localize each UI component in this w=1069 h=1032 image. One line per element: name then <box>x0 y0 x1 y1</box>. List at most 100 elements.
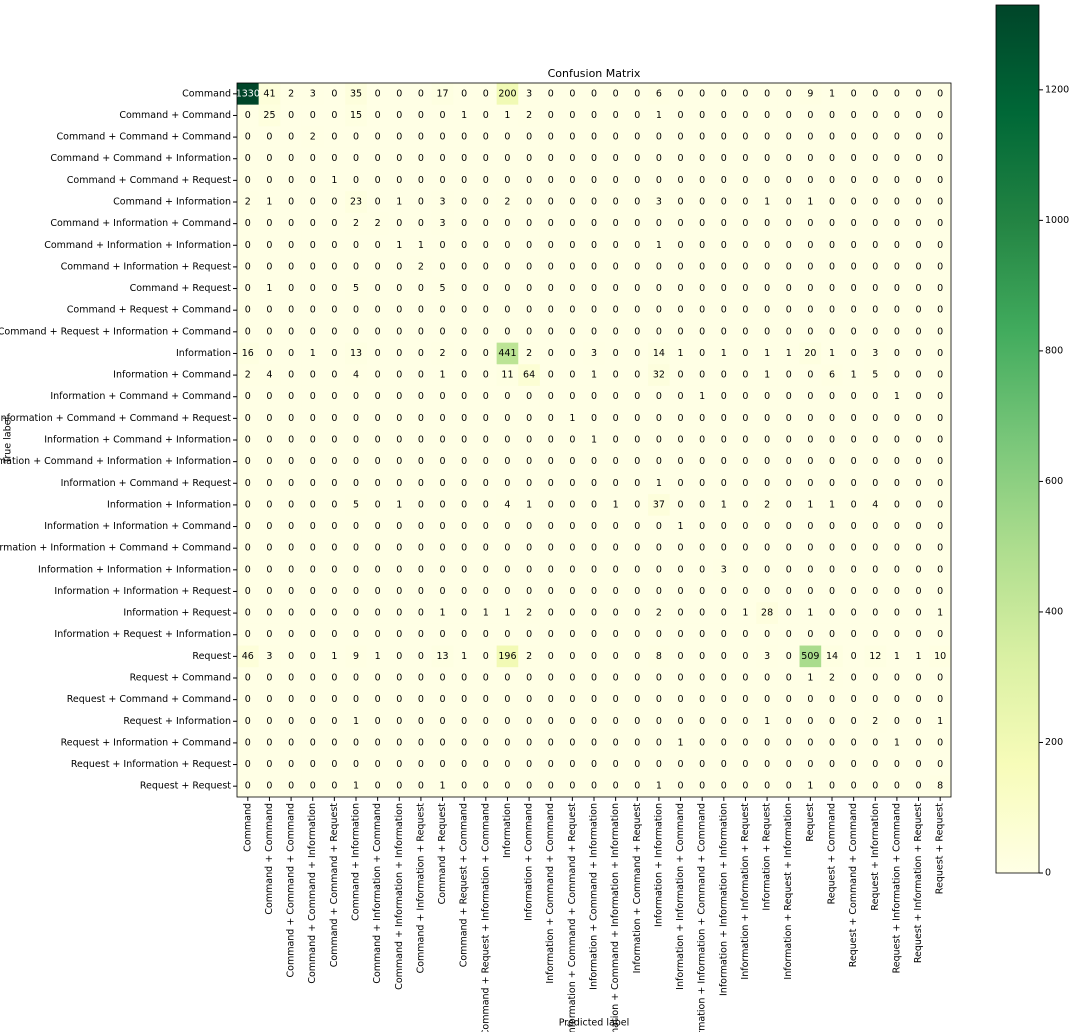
cell-label: 1 <box>721 499 727 510</box>
cell-label: 0 <box>829 261 835 272</box>
heatmap-cell <box>539 645 562 668</box>
heatmap-cell <box>237 710 260 733</box>
cell-label: 0 <box>483 629 489 640</box>
heatmap-cell <box>842 104 865 127</box>
cell-label: 0 <box>699 110 705 121</box>
heatmap-cell <box>777 104 800 127</box>
cell-label: 0 <box>786 499 792 510</box>
heatmap-cell <box>561 688 584 711</box>
cell-label: 0 <box>418 673 424 684</box>
cell-label: 37 <box>653 499 665 510</box>
heatmap-cell <box>410 580 433 603</box>
cell-label: 0 <box>440 305 446 316</box>
cell-label: 0 <box>851 348 857 359</box>
cell-label: 2 <box>440 348 446 359</box>
heatmap-cell <box>237 256 260 279</box>
heatmap-cell <box>691 602 714 625</box>
cell-label: 1 <box>894 651 900 662</box>
heatmap-cell <box>821 667 844 690</box>
cell-label: 0 <box>807 370 813 381</box>
heatmap-cell <box>539 364 562 387</box>
cell-label: 0 <box>742 759 748 770</box>
heatmap-cell <box>777 364 800 387</box>
heatmap-cell <box>648 537 671 560</box>
heatmap-cell <box>648 623 671 646</box>
heatmap-cell <box>453 126 476 149</box>
heatmap-cell <box>431 212 454 235</box>
heatmap-cell <box>777 450 800 473</box>
heatmap-cell <box>669 623 692 646</box>
cell-label: 0 <box>591 651 597 662</box>
cell-label: 0 <box>418 348 424 359</box>
cell-label: 0 <box>937 348 943 359</box>
heatmap-cell <box>496 169 519 192</box>
cell-label: 0 <box>678 305 684 316</box>
cell-label: 0 <box>829 110 835 121</box>
heatmap-cell <box>886 515 909 538</box>
heatmap-cell <box>388 753 411 776</box>
cell-label: 0 <box>569 673 575 684</box>
cell-label: 3 <box>721 564 727 575</box>
heatmap-cell <box>842 472 865 495</box>
heatmap-cell <box>907 559 930 582</box>
heatmap-cell <box>886 104 909 127</box>
heatmap-cell <box>496 104 519 127</box>
cell-label: 0 <box>807 391 813 402</box>
cell-label: 0 <box>483 759 489 770</box>
cell-label: 3 <box>266 651 272 662</box>
heatmap-cell <box>280 191 303 214</box>
heatmap-cell <box>475 299 498 322</box>
heatmap-cell <box>799 537 822 560</box>
cell-label: 0 <box>634 175 640 186</box>
cell-label: 0 <box>396 175 402 186</box>
heatmap-cell <box>648 104 671 127</box>
heatmap-cell <box>648 407 671 430</box>
cell-label: 0 <box>483 305 489 316</box>
cell-label: 0 <box>872 478 878 489</box>
cell-label: 0 <box>807 435 813 446</box>
heatmap-cell <box>842 688 865 711</box>
cell-label: 0 <box>851 651 857 662</box>
cell-label: 0 <box>786 564 792 575</box>
x-tick-label: Information + Command + Command + Reques… <box>567 803 578 1032</box>
heatmap-cell <box>907 450 930 473</box>
heatmap-cell <box>648 321 671 344</box>
cell-label: 6 <box>829 370 835 381</box>
heatmap-cell <box>539 602 562 625</box>
cell-label: 0 <box>418 629 424 640</box>
heatmap-cell <box>929 299 952 322</box>
cell-label: 0 <box>245 759 251 770</box>
x-tick-label: Command + Command <box>264 803 275 915</box>
cell-label: 0 <box>288 153 294 164</box>
cell-label: 0 <box>591 197 597 208</box>
cell-label: 13 <box>350 348 362 359</box>
cell-label: 0 <box>526 218 532 229</box>
heatmap-cell <box>777 515 800 538</box>
heatmap-cell <box>496 645 519 668</box>
y-tick-label: Information + Command + Request <box>61 478 232 489</box>
cell-label: 0 <box>591 694 597 705</box>
cell-label: 0 <box>526 564 532 575</box>
cell-label: 0 <box>591 456 597 467</box>
heatmap-cell <box>842 169 865 192</box>
cell-label: 0 <box>829 283 835 294</box>
heatmap-cell <box>258 385 281 408</box>
heatmap-cell <box>431 407 454 430</box>
cell-label: 0 <box>288 651 294 662</box>
heatmap-cell <box>453 342 476 365</box>
cell-label: 0 <box>786 737 792 748</box>
cell-label: 0 <box>526 629 532 640</box>
heatmap-cell <box>431 450 454 473</box>
cell-label: 0 <box>916 197 922 208</box>
heatmap-cell <box>561 321 584 344</box>
heatmap-cell <box>388 559 411 582</box>
cell-label: 0 <box>851 326 857 337</box>
cell-label: 0 <box>807 261 813 272</box>
heatmap-cell <box>237 385 260 408</box>
heatmap-cell <box>821 753 844 776</box>
cell-label: 0 <box>440 413 446 424</box>
heatmap-cell <box>388 191 411 214</box>
heatmap-cell <box>323 147 346 170</box>
cell-label: 0 <box>634 586 640 597</box>
x-tick-label: Command + Request + Command <box>459 803 470 967</box>
